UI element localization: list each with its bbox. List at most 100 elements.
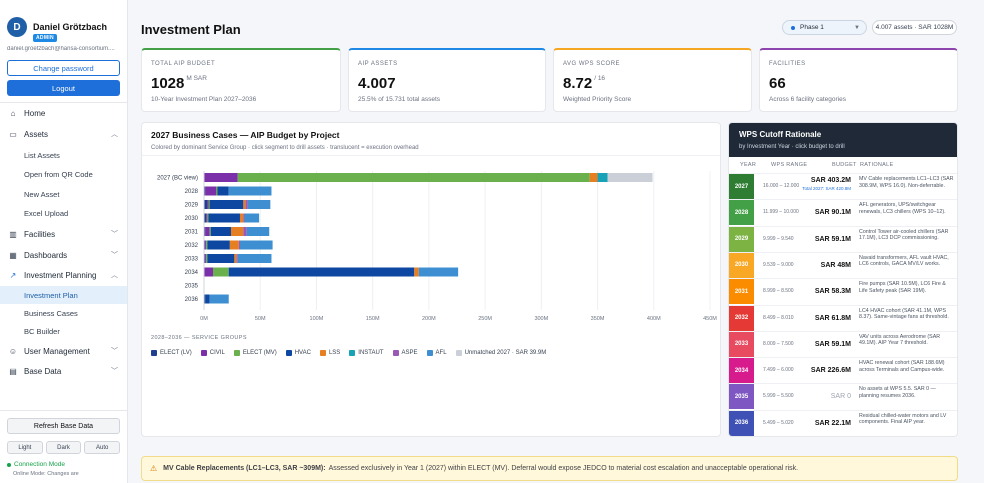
- legend-item[interactable]: CIVIL: [200, 350, 225, 356]
- bar-segment[interactable]: [243, 213, 245, 223]
- bar-segment[interactable]: [246, 227, 270, 236]
- bar-segment[interactable]: [237, 173, 590, 182]
- bar-segment[interactable]: [414, 267, 419, 277]
- bar-segment[interactable]: [204, 227, 206, 236]
- budget-link[interactable]: SAR 61.8M: [814, 314, 851, 322]
- bar-segment[interactable]: [209, 200, 244, 209]
- bar-segment[interactable]: [239, 240, 273, 250]
- legend-item[interactable]: ELECT (LV): [151, 350, 192, 356]
- budget-link[interactable]: SAR 403.2M: [810, 177, 851, 184]
- bar-segment[interactable]: [206, 213, 208, 223]
- col-rationale: RATIONALE: [860, 162, 894, 168]
- bar-segment[interactable]: [234, 254, 237, 263]
- bar-segment[interactable]: [607, 173, 653, 182]
- refresh-base-data-button[interactable]: Refresh Base Data: [7, 418, 120, 434]
- nav-dashboards[interactable]: ▦ Dashboards ﹀: [0, 246, 127, 264]
- bar-segment[interactable]: [209, 227, 211, 236]
- bar-segment[interactable]: [207, 213, 209, 223]
- nav-excel-upload[interactable]: Excel Upload: [0, 204, 127, 222]
- bar-segment[interactable]: [236, 254, 238, 263]
- bar-segment[interactable]: [206, 240, 208, 250]
- bar-segment[interactable]: [207, 254, 235, 263]
- bar-segment[interactable]: [229, 240, 239, 250]
- bar-segment[interactable]: [209, 294, 229, 304]
- legend-item[interactable]: LSS: [319, 350, 340, 356]
- bar-segment[interactable]: [208, 200, 210, 209]
- bar-segment[interactable]: [204, 294, 206, 304]
- budget-link[interactable]: SAR 226.6M: [810, 367, 851, 375]
- warning-icon: ⚠: [150, 464, 158, 473]
- bar-segment[interactable]: [204, 240, 206, 250]
- theme-auto-button[interactable]: Auto: [84, 441, 121, 454]
- bar-segment[interactable]: [237, 254, 272, 263]
- bar-segment[interactable]: [245, 200, 248, 209]
- budget-link[interactable]: SAR 59.1M: [814, 340, 851, 348]
- bar-segment[interactable]: [205, 294, 210, 304]
- bar-segment[interactable]: [239, 213, 244, 223]
- bar-segment[interactable]: [244, 213, 260, 223]
- change-password-button[interactable]: Change password: [7, 60, 120, 76]
- budget-link[interactable]: SAR 0: [830, 393, 851, 401]
- bar-segment[interactable]: [228, 186, 272, 196]
- bar-segment[interactable]: [204, 200, 208, 209]
- budget-link[interactable]: SAR 58.3M: [814, 288, 851, 296]
- bar-segment[interactable]: [217, 186, 229, 196]
- bar-segment[interactable]: [228, 267, 415, 277]
- bar-segment[interactable]: [204, 254, 206, 263]
- theme-dark-button[interactable]: Dark: [45, 441, 82, 454]
- nav-new-asset[interactable]: New Asset: [0, 185, 127, 203]
- legend-item[interactable]: INSTAUT: [349, 350, 384, 356]
- budget-link[interactable]: SAR 59.1M: [814, 235, 851, 243]
- bar-segment[interactable]: [243, 200, 246, 209]
- bar-segment[interactable]: [243, 227, 247, 236]
- legend-item[interactable]: ELECT (MV): [233, 350, 277, 356]
- bar-segment[interactable]: [207, 240, 230, 250]
- nav-investment-planning[interactable]: ↗ Investment Planning ︿: [0, 266, 127, 284]
- nav-business-cases[interactable]: Business Cases: [0, 304, 127, 322]
- bar-segment[interactable]: [210, 227, 231, 236]
- bar-segment[interactable]: [204, 213, 207, 223]
- rationale-text: No assets at WPS 5.5. SAR 0 — planning r…: [859, 386, 936, 399]
- bar-segment[interactable]: [418, 267, 459, 277]
- bar-segment[interactable]: [205, 240, 207, 250]
- bar-segment[interactable]: [589, 173, 598, 182]
- bar-segment[interactable]: [207, 200, 209, 209]
- budget-link[interactable]: SAR 90.1M: [814, 209, 851, 217]
- legend-item[interactable]: ASPE: [392, 350, 418, 356]
- bar-segment[interactable]: [216, 186, 218, 196]
- bar-segment[interactable]: [205, 186, 217, 196]
- bar-segment[interactable]: [208, 213, 240, 223]
- bar-segment[interactable]: [206, 254, 208, 263]
- bar-segment[interactable]: [204, 173, 238, 182]
- nav-facilities[interactable]: ▥ Facilities ﹀: [0, 225, 127, 243]
- nav-home[interactable]: ⌂ Home: [0, 104, 127, 122]
- bar-segment[interactable]: [597, 173, 608, 182]
- legend-item[interactable]: AFL: [426, 350, 447, 356]
- nav-base-data[interactable]: ▤ Base Data ﹀: [0, 362, 127, 380]
- theme-light-button[interactable]: Light: [7, 441, 43, 454]
- avatar[interactable]: D: [7, 17, 27, 37]
- legend-item[interactable]: Unmatched 2027 · SAR 39.9M: [455, 350, 546, 356]
- bar-segment[interactable]: [212, 267, 229, 277]
- budget-link[interactable]: SAR 22.1M: [814, 419, 851, 427]
- budget-link[interactable]: SAR 48M: [820, 261, 851, 269]
- nav-user-management-label: User Management: [24, 346, 90, 356]
- bar-segment[interactable]: [230, 227, 244, 236]
- nav-bc-builder[interactable]: BC Builder: [0, 322, 127, 340]
- nav-investment-plan[interactable]: Investment Plan: [0, 286, 127, 304]
- bar-segment[interactable]: [204, 267, 213, 277]
- phase-select[interactable]: Phase 1 ▼: [782, 20, 867, 35]
- nav-list-assets[interactable]: List Assets: [0, 146, 127, 164]
- bar-segment[interactable]: [238, 240, 240, 250]
- bar-segment[interactable]: [204, 186, 206, 196]
- bar-segment[interactable]: [247, 200, 271, 209]
- bar-segment[interactable]: [205, 254, 207, 263]
- logout-button[interactable]: Logout: [7, 80, 120, 96]
- nav-user-management[interactable]: ☺ User Management ﹀: [0, 342, 127, 360]
- nav-assets[interactable]: ▭ Assets ︿: [0, 125, 127, 143]
- bar-segment[interactable]: [205, 227, 210, 236]
- legend-item[interactable]: HVAC: [285, 350, 311, 356]
- rationale-row: 2027 16.000 – 12.000 SAR 403.2M Total 2027:…: [729, 173, 957, 199]
- nav-open-qr[interactable]: Open from QR Code: [0, 165, 127, 183]
